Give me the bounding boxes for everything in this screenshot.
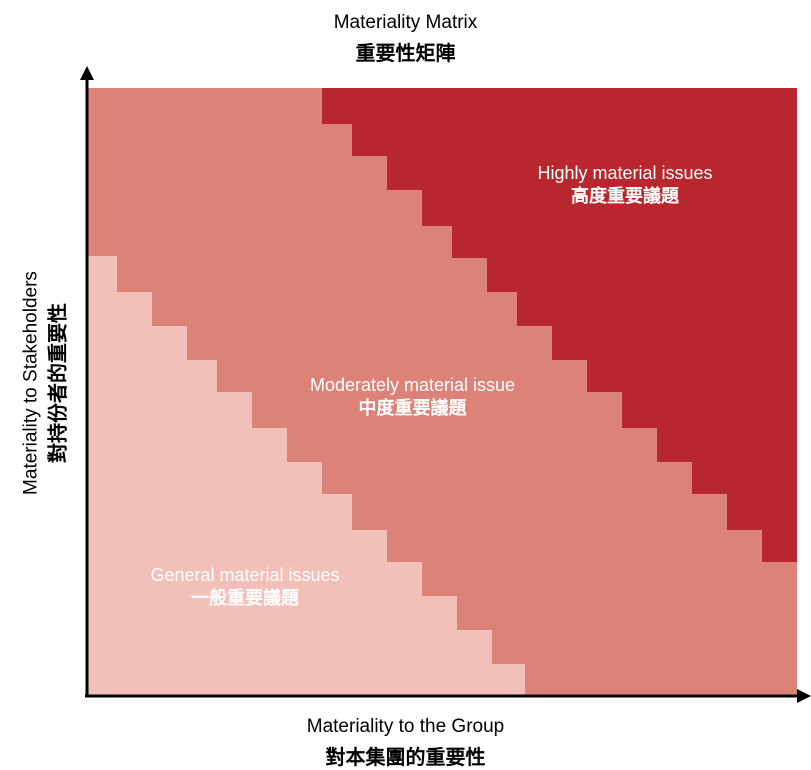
moderate-region-label: Moderately material issue 中度重要議題: [280, 374, 545, 421]
high-region: [322, 88, 797, 562]
high-region-label: Highly material issues 高度重要議題: [500, 162, 750, 209]
chart-title: Materiality Matrix 重要性矩陣: [0, 8, 811, 68]
general-region-label-zh: 一般重要議題: [191, 588, 299, 610]
general-region-label-en: General material issues: [150, 565, 340, 585]
x-axis-label-zh: 對本集團的重要性: [325, 745, 486, 769]
chart-title-en: Materiality Matrix: [333, 12, 478, 33]
y-axis-label: Materiality to Stakeholders 對持份者的重要性: [20, 173, 71, 593]
x-axis-label: Materiality to the Group 對本集團的重要性: [0, 712, 811, 769]
chart-title-zh: 重要性矩陣: [355, 41, 456, 65]
moderate-region-label-zh: 中度重要議題: [358, 398, 467, 420]
high-region-label-en: Highly material issues: [537, 163, 713, 183]
x-axis-label-en: Materiality to the Group: [306, 716, 505, 737]
general-region-label: General material issues 一般重要議題: [115, 564, 375, 611]
y-axis-label-container: Materiality to Stakeholders 對持份者的重要性: [0, 0, 90, 768]
y-axis-arrow: [80, 66, 94, 80]
x-axis-arrow: [797, 689, 811, 703]
moderate-region-label-en: Moderately material issue: [309, 375, 516, 395]
general-region: [87, 256, 525, 696]
y-axis-label-en: Materiality to Stakeholders: [20, 271, 42, 495]
high-region-label-zh: 高度重要議題: [571, 186, 679, 208]
y-axis-label-zh: 對持份者的重要性: [45, 303, 70, 463]
